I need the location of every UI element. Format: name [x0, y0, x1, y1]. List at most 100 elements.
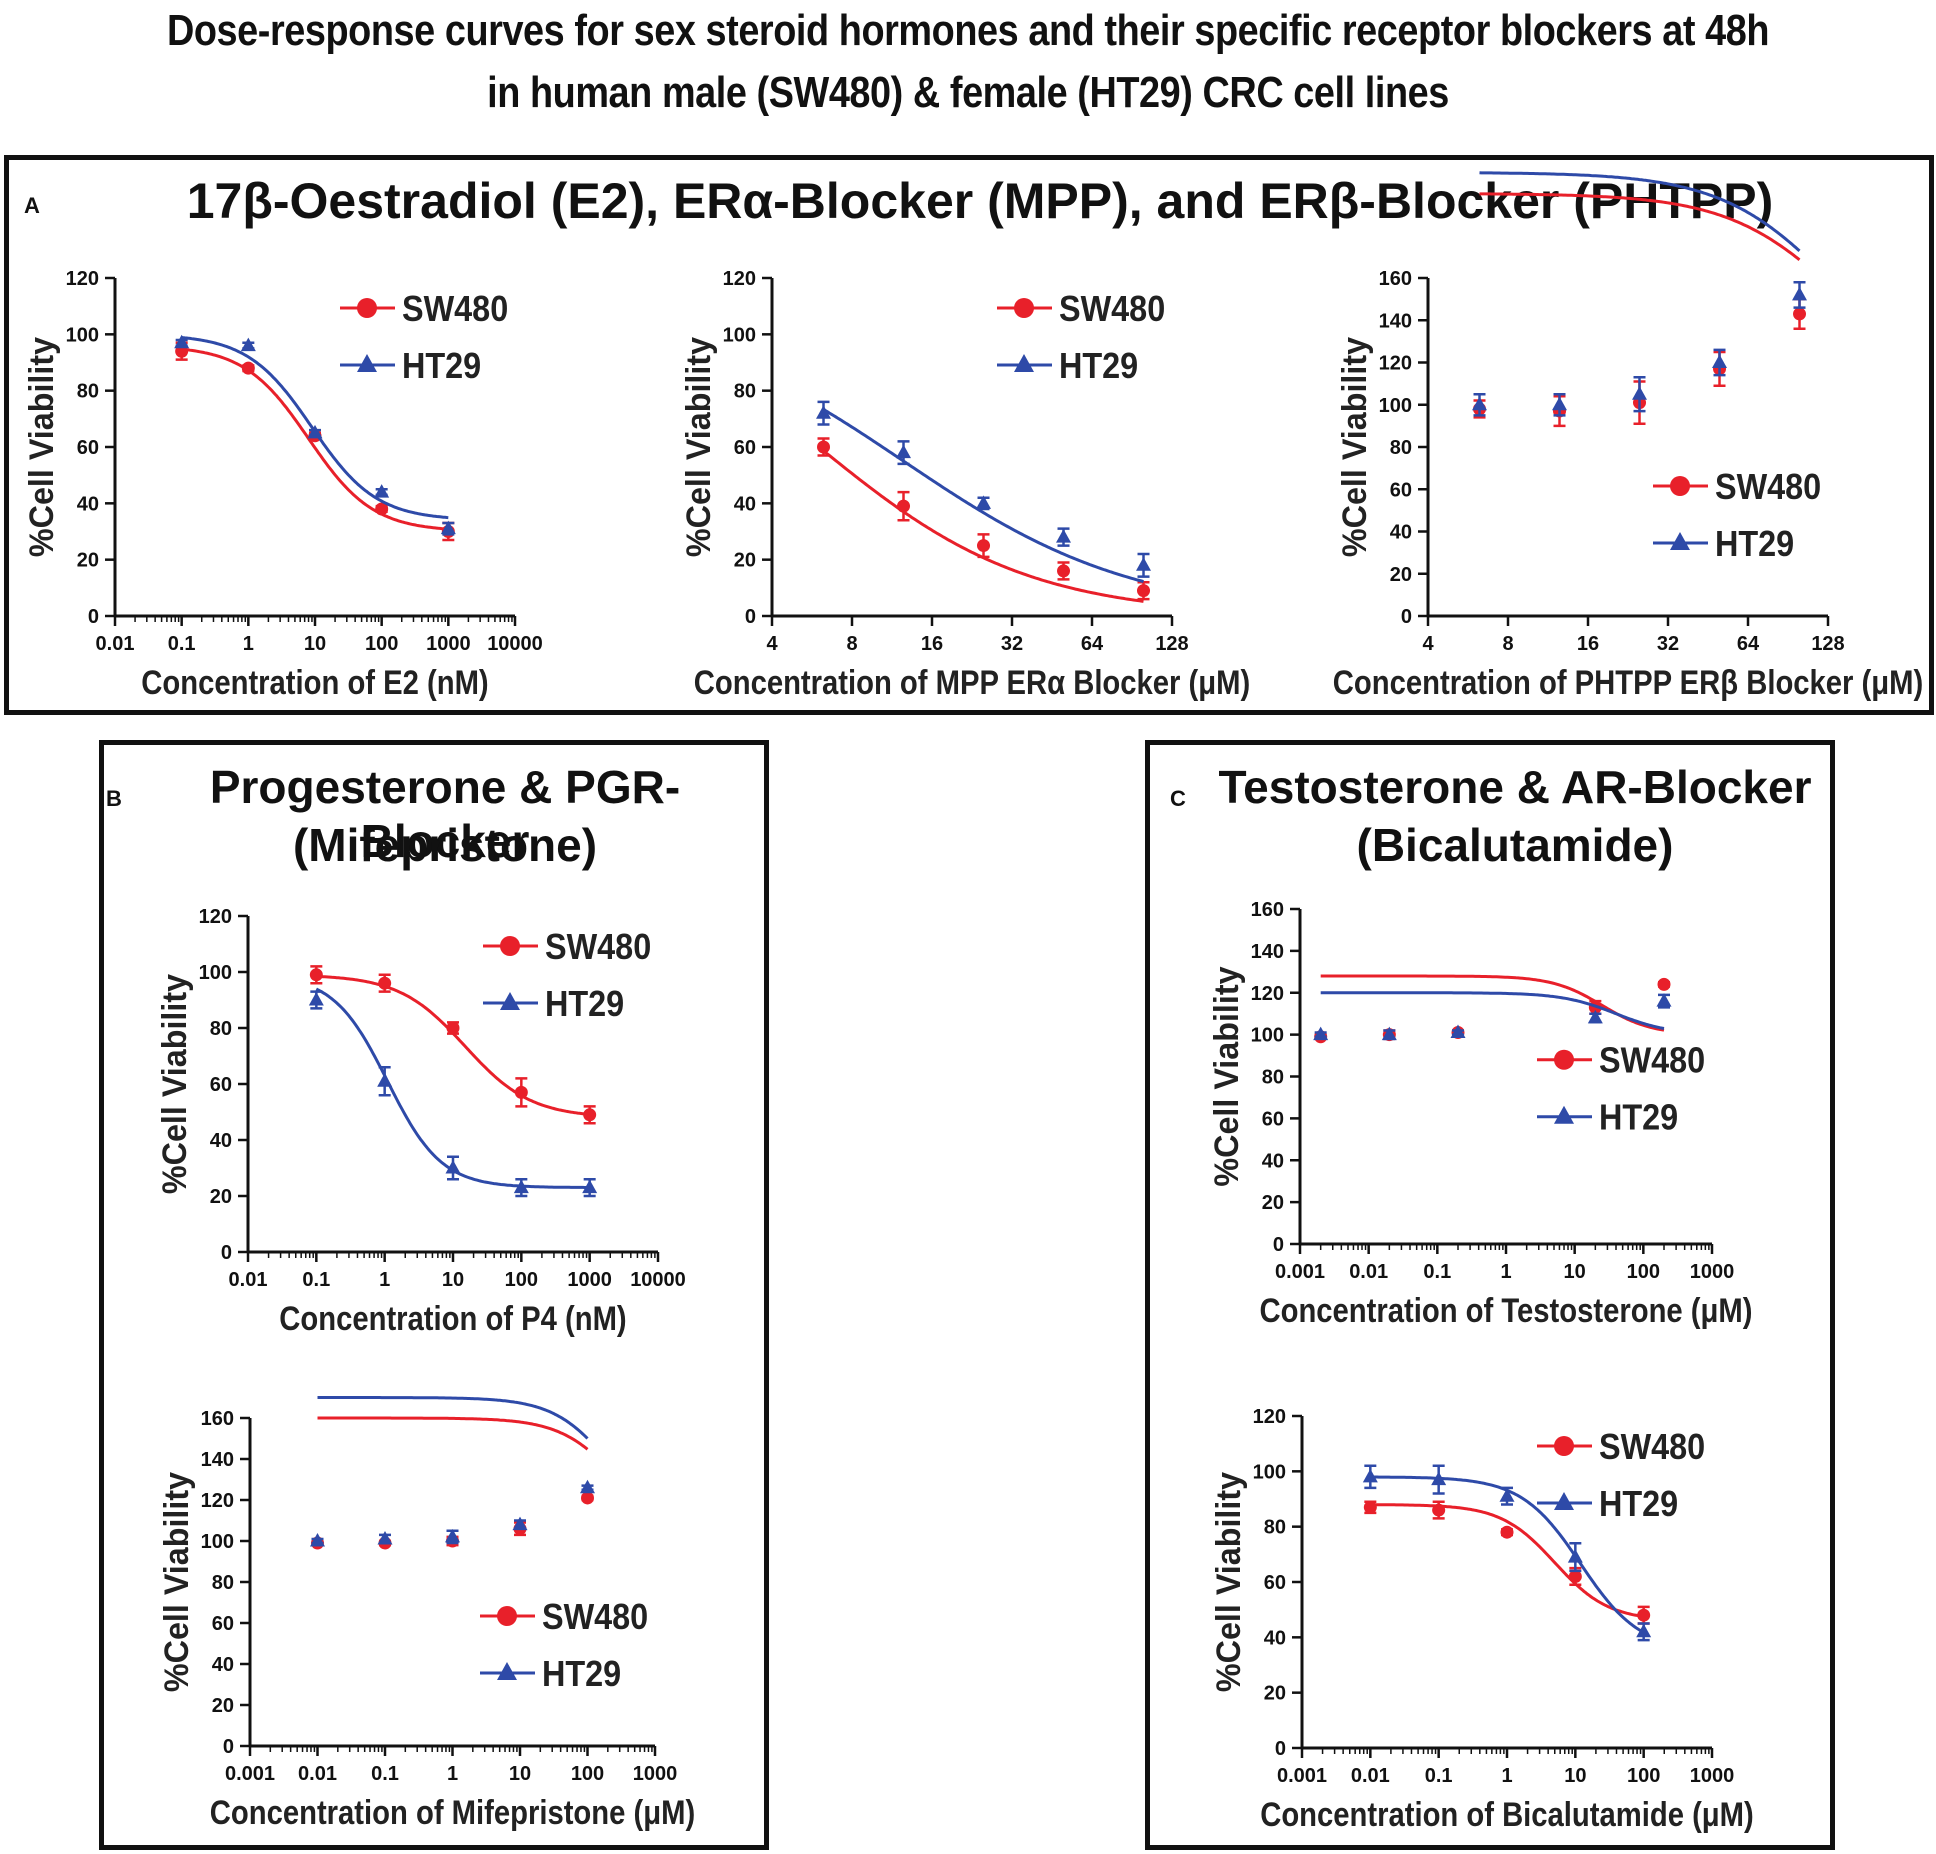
series-ht29-point [976, 495, 992, 509]
series-ht29-point [445, 1528, 460, 1543]
x-tick-label: 1 [243, 633, 254, 655]
panel-c-title-line-1: Testosterone & AR-Blocker [1218, 761, 1812, 813]
chart-c1-testosterone: 0 20 40 60 80 100 120 140 160 0.001 0.01 0.1 1 10 100 1… [1208, 899, 1753, 1330]
x-tick-label: 100 [505, 1269, 538, 1291]
series-ht29-point [1313, 1026, 1329, 1041]
y-tick-label: 160 [1251, 899, 1284, 921]
y-axis-label: %Cell Viability [158, 1471, 196, 1692]
x-tick-label: 10 [509, 1763, 531, 1785]
x-tick-label: 32 [1001, 633, 1023, 655]
series-sw480-point [375, 502, 389, 516]
series-ht29-point [310, 1533, 325, 1547]
legend-sw480-label: SW480 [1599, 1427, 1705, 1467]
y-tick-label: 140 [1251, 941, 1284, 963]
series-sw480-point [1137, 584, 1151, 598]
legend-ht29-label: HT29 [1599, 1484, 1678, 1524]
x-tick-label: 0.001 [1277, 1765, 1327, 1787]
y-tick-label: 60 [210, 1074, 232, 1096]
legend-ht29-label: HT29 [1059, 346, 1138, 386]
y-tick-label: 100 [201, 1531, 234, 1553]
panel-a [4, 155, 1934, 715]
x-axis-label: Concentration of Mifepristone (μM) [210, 1793, 695, 1832]
figure-title-line-1: Dose-response curves for sex steroid hor… [166, 6, 1770, 55]
x-tick-label: 0.01 [229, 1269, 268, 1291]
series-ht29-fit-line [822, 408, 1144, 584]
legend-sw480-label: SW480 [542, 1597, 648, 1637]
series-ht29-fit-line [317, 1396, 589, 1440]
y-tick-label: 40 [212, 1654, 234, 1676]
x-tick-label: 100 [365, 633, 398, 655]
y-tick-label: 0 [221, 1242, 232, 1264]
y-tick-label: 80 [734, 381, 756, 403]
series-ht29-point [1792, 286, 1808, 301]
x-tick-label: 16 [921, 633, 943, 655]
x-tick-label: 0.001 [1275, 1261, 1325, 1283]
series-sw480-point [897, 499, 911, 513]
legend-ht29-label: HT29 [1715, 524, 1794, 564]
series-sw480-point [817, 440, 831, 454]
x-tick-label: 10000 [487, 633, 543, 655]
x-axis-label: Concentration of P4 (nM) [279, 1299, 626, 1338]
y-tick-label: 140 [1379, 310, 1412, 332]
x-tick-label: 0.1 [1425, 1765, 1453, 1787]
x-tick-label: 0.1 [302, 1269, 330, 1291]
series-ht29-point [1362, 1468, 1378, 1483]
series-ht29-point [1450, 1024, 1466, 1039]
panel-b [99, 740, 769, 1850]
legend-ht29-label: HT29 [1599, 1098, 1678, 1138]
series-sw480-point [1432, 1503, 1446, 1517]
legend-ht29-label: HT29 [545, 984, 624, 1024]
series-ht29-point [816, 405, 832, 419]
y-tick-label: 100 [723, 324, 756, 346]
series-ht29-point [1567, 1549, 1583, 1563]
legend-ht29-marker [1014, 354, 1034, 372]
x-tick-label: 4 [1422, 633, 1434, 655]
x-tick-label: 10 [304, 633, 326, 655]
series-ht29-point [1136, 557, 1152, 571]
series-ht29-point [1656, 993, 1672, 1007]
series-sw480-point [1657, 977, 1671, 991]
x-axis-label: Concentration of E2 (nM) [141, 663, 488, 702]
y-tick-label: 160 [201, 1408, 234, 1430]
series-ht29-point [582, 1179, 598, 1194]
x-tick-label: 1000 [633, 1763, 678, 1785]
series-ht29-point [174, 334, 190, 349]
series-ht29-point [1056, 529, 1072, 543]
y-tick-label: 120 [201, 1490, 234, 1512]
x-tick-label: 1000 [426, 633, 471, 655]
x-tick-label: 100 [571, 1763, 604, 1785]
legend-sw480-label: SW480 [1599, 1041, 1705, 1081]
legend-sw480-marker [357, 298, 377, 318]
legend-ht29-marker [357, 354, 377, 372]
y-tick-label: 40 [1390, 522, 1412, 544]
y-tick-label: 120 [199, 906, 232, 928]
legend-sw480-label: SW480 [1715, 467, 1821, 507]
series-ht29-point [1712, 354, 1728, 368]
series-sw480-point [241, 361, 255, 375]
y-tick-label: 20 [734, 550, 756, 572]
y-tick-label: 60 [212, 1613, 234, 1635]
y-tick-label: 20 [212, 1695, 234, 1717]
legend-sw480-marker [497, 1606, 517, 1626]
y-tick-label: 0 [223, 1736, 234, 1758]
x-tick-label: 1000 [1690, 1765, 1735, 1787]
panel-b-title-line-2: (Mifepristone) [292, 819, 598, 871]
y-tick-label: 140 [201, 1449, 234, 1471]
y-tick-label: 100 [1251, 1025, 1284, 1047]
series-ht29-point [512, 1516, 528, 1531]
series-ht29-point [513, 1179, 529, 1194]
chart-b2-mifepristone: 0 20 40 60 80 100 120 140 160 0.001 0.01 0.1 1 10 100 1… [158, 1396, 695, 1832]
y-tick-label: 80 [212, 1572, 234, 1594]
y-tick-label: 100 [1379, 395, 1412, 417]
series-ht29-point [377, 1073, 393, 1087]
y-tick-label: 40 [1264, 1627, 1286, 1649]
y-tick-label: 80 [1262, 1067, 1284, 1089]
x-tick-label: 1 [447, 1763, 458, 1785]
y-tick-label: 0 [1273, 1234, 1284, 1256]
series-sw480-point [1568, 1569, 1582, 1583]
x-tick-label: 100 [1627, 1261, 1660, 1283]
x-axis-label: Concentration of Testosterone (μM) [1260, 1291, 1753, 1330]
chart-a1-e2: 0 20 40 60 80 100 120 0.01 0.1 1 10 100 1000 10000 Con… [23, 268, 543, 702]
y-tick-label: 120 [1251, 983, 1284, 1005]
series-sw480-point [581, 1491, 594, 1505]
